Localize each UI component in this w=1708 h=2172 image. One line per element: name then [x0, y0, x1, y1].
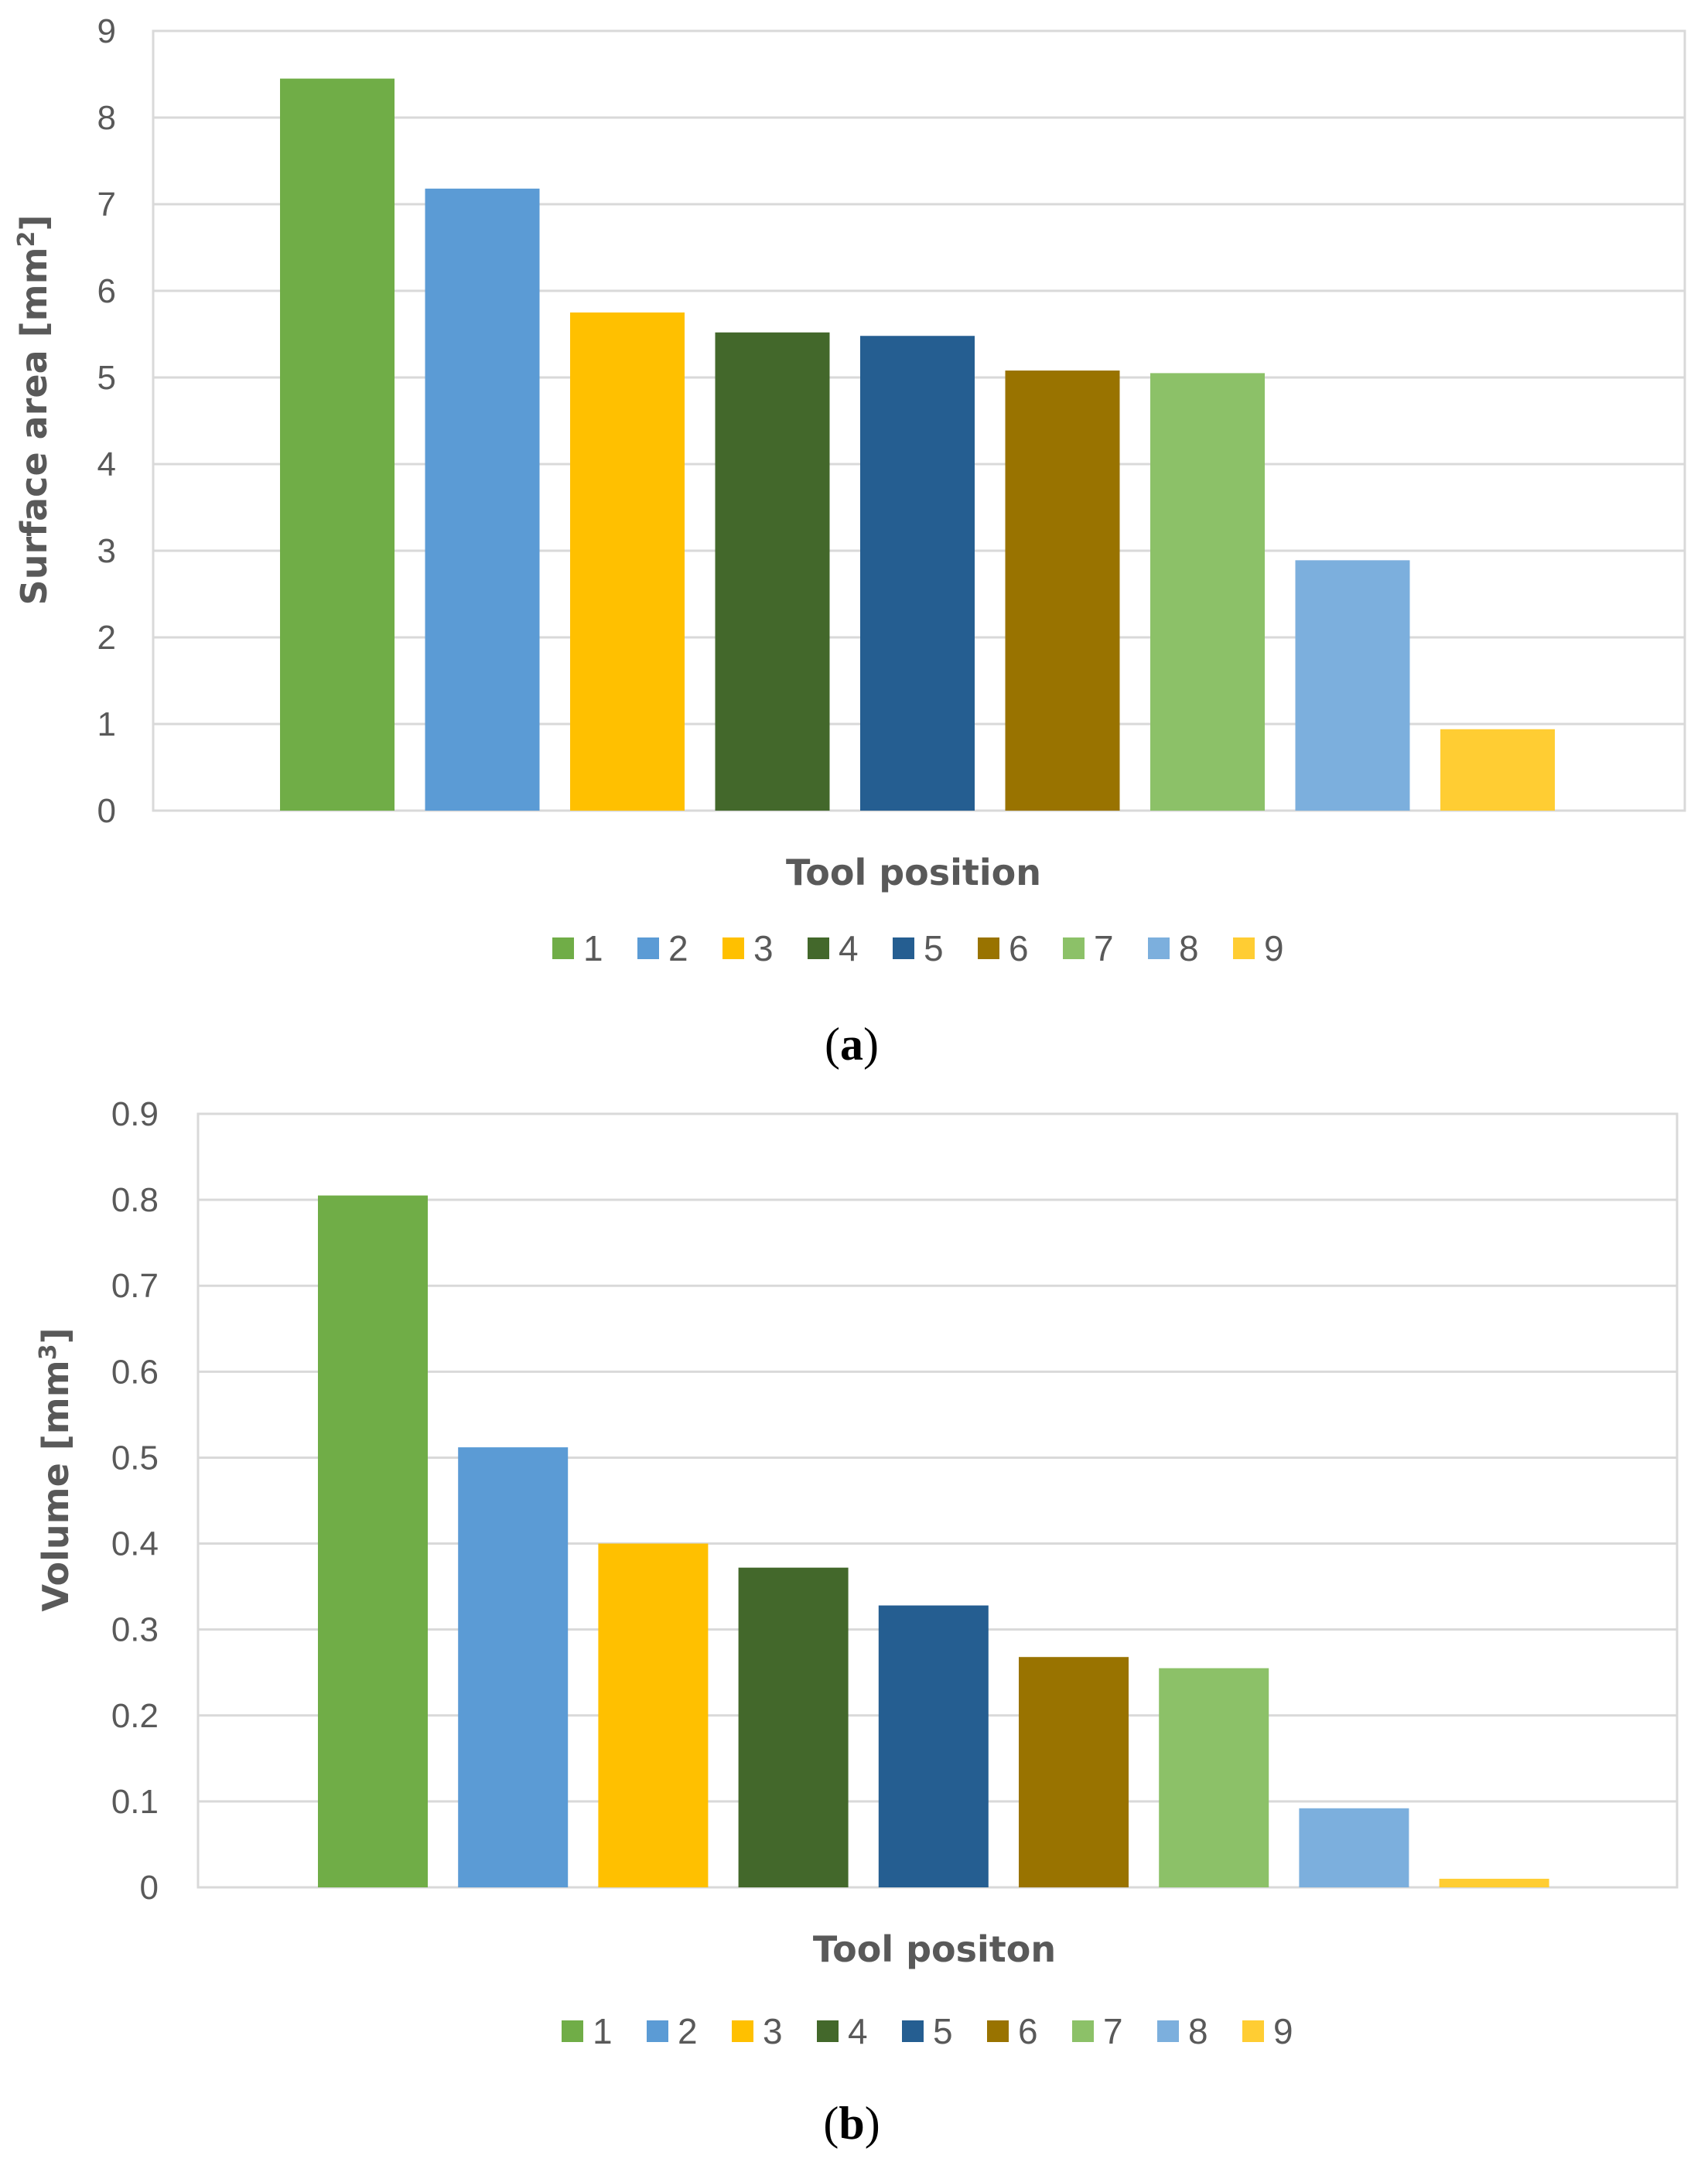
chart-a-legend-swatch-7 [1063, 937, 1085, 959]
chart-b-legend-swatch-3 [732, 2020, 753, 2042]
chart-b-y-tick-label: 0 [140, 1869, 159, 1907]
chart-a-bar-7 [1150, 373, 1265, 811]
chart-b-bar-3 [598, 1543, 709, 1887]
chart-a-y-tick-label: 4 [97, 446, 116, 483]
chart-b-bar-8 [1299, 1808, 1409, 1887]
chart-b-legend-label-5: 5 [933, 2011, 953, 2051]
chart-b: 0 0.1 0.2 0.3 0.4 0.5 0.6 0.7 0.8 0.9 Volume [mm3… [35, 1095, 1679, 2149]
chart-b-bar-2 [458, 1447, 569, 1887]
chart-b-legend-label-1: 1 [593, 2011, 613, 2051]
chart-b-legend-label-9: 9 [1273, 2011, 1293, 2051]
chart-b-legend-swatch-7 [1072, 2020, 1094, 2042]
chart-b-legend-swatch-1 [562, 2020, 583, 2042]
chart-a-bar-8 [1295, 560, 1410, 811]
chart-b-legend-swatch-6 [987, 2020, 1009, 2042]
chart-b-y-tick-label: 0.9 [111, 1095, 159, 1133]
chart-b-y-ticks: 0 0.1 0.2 0.3 0.4 0.5 0.6 0.7 0.8 0.9 [111, 1095, 159, 1907]
chart-a-legend-swatch-3 [722, 937, 744, 959]
chart-b-bar-5 [878, 1605, 989, 1887]
chart-b-y-tick-label: 0.4 [111, 1525, 159, 1563]
chart-a-y-tick-label: 5 [97, 359, 116, 397]
chart-a-legend-label-6: 6 [1009, 928, 1029, 968]
chart-a-legend-label-1: 1 [583, 928, 603, 968]
chart-a-x-axis-title: Tool position [786, 852, 1041, 893]
chart-a-legend-label-4: 4 [839, 928, 859, 968]
chart-a-bar-2 [425, 188, 540, 811]
chart-b-y-tick-label: 0.7 [111, 1267, 159, 1305]
chart-a-y-tick-label: 1 [97, 705, 116, 743]
chart-a-legend-swatch-2 [637, 937, 659, 959]
chart-a-gridlines [153, 116, 1685, 726]
chart-b-x-axis-title: Tool positon [813, 1928, 1056, 1970]
chart-a-legend-swatch-6 [978, 937, 999, 959]
chart-b-bar-1 [318, 1195, 428, 1887]
chart-b-y-tick-label: 0.3 [111, 1611, 159, 1649]
chart-a-bar-9 [1440, 729, 1555, 811]
chart-b-legend-label-8: 8 [1188, 2011, 1208, 2051]
chart-b-caption: (b) [823, 2098, 880, 2149]
chart-a-legend-label-7: 7 [1094, 928, 1114, 968]
chart-b-legend-swatch-9 [1242, 2020, 1264, 2042]
chart-a-legend-label-9: 9 [1264, 928, 1284, 968]
chart-a-y-axis-title: Surface area [mm2] [13, 215, 55, 606]
chart-b-legend-label-2: 2 [678, 2011, 698, 2051]
chart-a-legend-label-2: 2 [668, 928, 688, 968]
chart-a-y-tick-label: 9 [97, 12, 116, 50]
chart-a-legend: 1 2 3 4 5 6 7 8 9 [552, 928, 1284, 968]
chart-a-caption: (a) [825, 1019, 879, 1070]
chart-a-legend-label-5: 5 [924, 928, 944, 968]
chart-b-legend-swatch-8 [1157, 2020, 1179, 2042]
chart-b-y-tick-label: 0.2 [111, 1697, 159, 1735]
chart-b-legend-swatch-2 [647, 2020, 668, 2042]
chart-b-bar-4 [738, 1567, 849, 1887]
chart-b-legend-label-4: 4 [848, 2011, 868, 2051]
chart-a-legend-swatch-1 [552, 937, 574, 959]
chart-a-legend-swatch-8 [1148, 937, 1170, 959]
chart-a-y-tick-label: 2 [97, 619, 116, 657]
chart-a-bar-1 [280, 78, 395, 811]
chart-a-bar-5 [860, 336, 975, 811]
chart-b-legend: 1 2 3 4 5 6 7 8 9 [562, 2011, 1293, 2051]
chart-b-bar-9 [1439, 1878, 1549, 1887]
chart-b-y-tick-label: 0.6 [111, 1353, 159, 1391]
chart-a-y-tick-label: 7 [97, 186, 116, 224]
chart-a-bars [280, 78, 1555, 811]
chart-b-y-tick-label: 0.1 [111, 1783, 159, 1821]
chart-a-legend-label-8: 8 [1179, 928, 1199, 968]
chart-a-legend-swatch-4 [808, 937, 829, 959]
chart-b-legend-label-7: 7 [1103, 2011, 1123, 2051]
chart-b-legend-swatch-5 [902, 2020, 924, 2042]
chart-a-bar-3 [570, 312, 685, 811]
chart-a-bar-4 [715, 332, 830, 811]
chart-a-y-tick-label: 0 [97, 792, 116, 830]
chart-a: 0 1 2 3 4 5 6 7 8 9 Surface area [mm2] Tool posit… [13, 12, 1686, 1070]
chart-a-y-tick-label: 6 [97, 272, 116, 310]
chart-b-y-axis-title: Volume [mm3] [35, 1327, 77, 1611]
chart-a-legend-swatch-5 [893, 937, 914, 959]
chart-b-legend-swatch-4 [817, 2020, 839, 2042]
chart-b-y-tick-label: 0.5 [111, 1439, 159, 1477]
chart-a-y-ticks: 0 1 2 3 4 5 6 7 8 9 [97, 12, 116, 830]
chart-a-legend-swatch-9 [1233, 937, 1255, 959]
chart-b-bars [318, 1195, 1549, 1887]
chart-b-legend-label-6: 6 [1018, 2011, 1038, 2051]
chart-a-bar-6 [1005, 371, 1120, 811]
chart-b-bar-7 [1159, 1668, 1269, 1887]
chart-b-legend-label-3: 3 [763, 2011, 783, 2051]
chart-b-y-tick-label: 0.8 [111, 1181, 159, 1219]
chart-a-y-tick-label: 8 [97, 99, 116, 137]
chart-b-bar-6 [1019, 1657, 1129, 1887]
chart-a-y-tick-label: 3 [97, 532, 116, 570]
chart-a-legend-label-3: 3 [753, 928, 774, 968]
